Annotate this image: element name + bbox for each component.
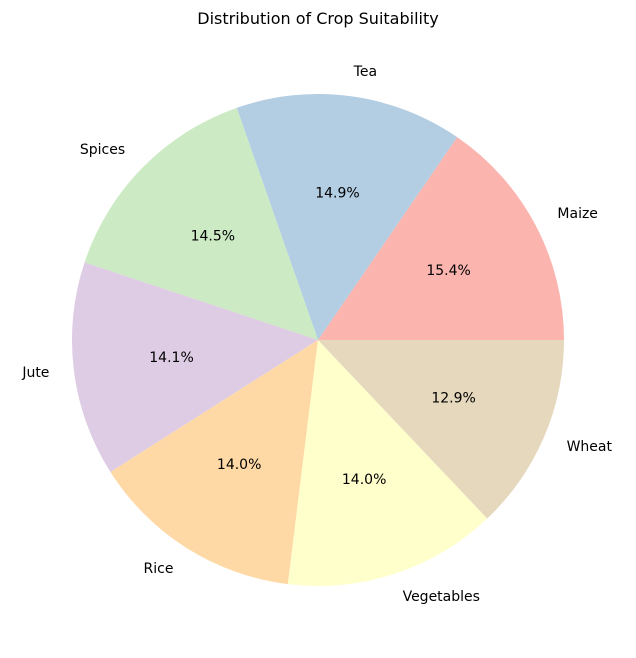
pie-slice-tea <box>236 93 458 340</box>
slice-category-label: Wheat <box>567 439 613 455</box>
slices-layer <box>72 93 564 586</box>
slice-category-label: Rice <box>144 561 174 577</box>
pie-slice-jute <box>72 262 318 473</box>
pie-slice-maize <box>318 137 564 340</box>
pie-slice-rice <box>110 340 318 585</box>
slice-percent-label: 14.5% <box>191 228 235 244</box>
slice-category-label: Spices <box>80 142 125 158</box>
slice-percent-label: 14.1% <box>149 350 193 366</box>
pie-slice-vegetables <box>287 340 488 586</box>
slice-category-label: Jute <box>21 365 49 381</box>
slice-percent-label: 15.4% <box>426 263 470 279</box>
pie-slice-wheat <box>318 340 564 519</box>
labels-layer: 15.4% Maize 14.9% Tea 14.5% Spices 14.1% Jute 14… <box>21 64 612 605</box>
pie-slice-spices <box>84 107 318 341</box>
slice-percent-label: 14.0% <box>217 457 261 473</box>
slice-category-label: Maize <box>557 206 598 222</box>
slice-category-label: Vegetables <box>403 589 480 605</box>
slice-percent-label: 14.9% <box>315 186 359 202</box>
chart-title: Distribution of Crop Suitability <box>197 9 438 28</box>
slice-category-label: Tea <box>353 64 377 80</box>
slice-percent-label: 14.0% <box>342 472 386 488</box>
slice-percent-label: 12.9% <box>431 390 475 406</box>
